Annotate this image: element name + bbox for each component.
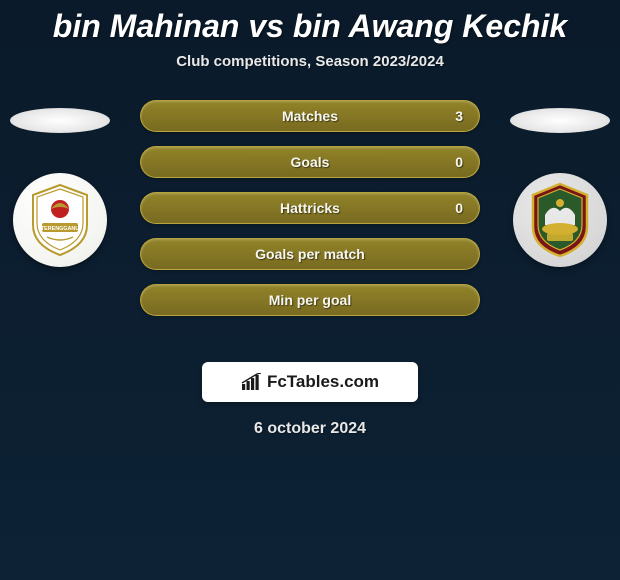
stat-row-hattricks: Hattricks 0 <box>140 192 480 224</box>
stat-label: Goals per match <box>255 246 365 262</box>
stat-row-matches: Matches 3 <box>140 100 480 132</box>
crest-text: TERENGGANU <box>41 226 79 232</box>
stat-row-goals: Goals 0 <box>140 146 480 178</box>
stat-label: Min per goal <box>269 292 351 308</box>
date-text: 6 october 2024 <box>0 420 620 438</box>
chart-bars-icon <box>241 373 263 391</box>
left-player-ellipse <box>10 108 110 133</box>
stat-value: 3 <box>455 108 463 124</box>
stat-row-min-per-goal: Min per goal <box>140 284 480 316</box>
stat-value: 0 <box>455 200 463 216</box>
comparison-content: TERENGGANU Matches 3 Goals 0 <box>0 100 620 340</box>
stat-label: Matches <box>282 108 338 124</box>
stat-label: Goals <box>291 154 330 170</box>
right-player-ellipse <box>510 108 610 133</box>
right-club-badge <box>513 173 607 267</box>
stat-value: 0 <box>455 154 463 170</box>
terengganu-crest-icon: TERENGGANU <box>27 183 93 257</box>
footer-brand-text: FcTables.com <box>267 372 379 392</box>
footer-brand: FcTables.com <box>202 362 418 402</box>
right-player-column <box>500 100 620 267</box>
page-title: bin Mahinan vs bin Awang Kechik <box>0 0 620 45</box>
left-club-badge: TERENGGANU <box>13 173 107 267</box>
right-crest-icon <box>525 181 595 259</box>
left-player-column: TERENGGANU <box>0 100 120 267</box>
stat-label: Hattricks <box>280 200 340 216</box>
page-subtitle: Club competitions, Season 2023/2024 <box>0 53 620 70</box>
stats-list: Matches 3 Goals 0 Hattricks 0 Goals per … <box>140 100 480 316</box>
stat-row-goals-per-match: Goals per match <box>140 238 480 270</box>
